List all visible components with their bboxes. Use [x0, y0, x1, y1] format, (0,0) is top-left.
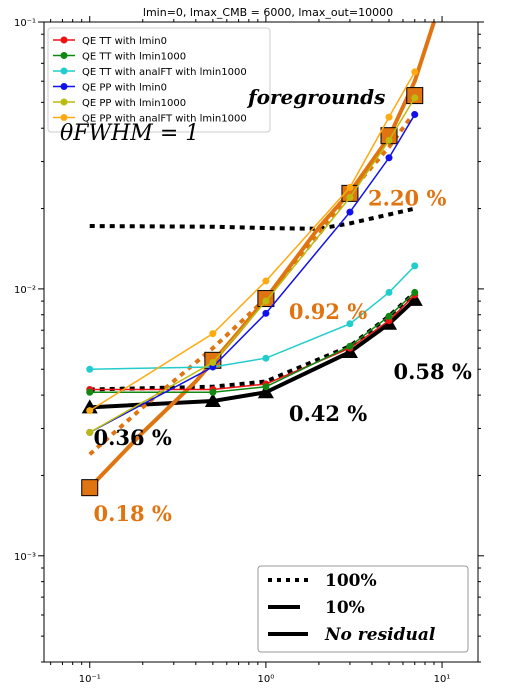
legend-label: QE PP with analFT with lmin1000: [82, 114, 247, 125]
series-point-1: [385, 312, 393, 320]
legend-label: QE PP with lmin1000: [82, 98, 186, 109]
series-point-4: [385, 136, 393, 144]
series-point-1: [209, 388, 217, 396]
legend-marker: [60, 83, 68, 90]
legend-marker: [60, 98, 68, 106]
triangle-marker: [406, 291, 423, 306]
legend-label: QE TT with lmin1000: [82, 52, 186, 63]
annotation-label: 0.42 %: [289, 401, 367, 426]
annotation-label: 0.36 %: [93, 425, 171, 450]
series-point-3: [262, 309, 270, 317]
triangle-marker: [257, 384, 274, 399]
y-tick-label: 10⁻¹: [14, 18, 36, 29]
legend-marker: [60, 67, 68, 75]
reference-line-2: [89, 206, 416, 231]
annotation-label: 0.92 %: [289, 299, 367, 324]
series-line-4: [89, 97, 416, 434]
series-point-3: [411, 111, 419, 119]
series-line-5: [89, 71, 416, 412]
series-point-1: [262, 383, 270, 391]
legend-upper: QE TT with lmin0 QE TT with lmin1000 QE TT…: [47, 27, 271, 133]
overlay-foregrounds: foregrounds: [246, 85, 385, 109]
legend-label: QE TT with analFT with lmin1000: [82, 67, 247, 78]
series-line-2: [89, 265, 416, 370]
series-point-4: [411, 94, 419, 102]
legend-label: QE TT with lmin0: [82, 36, 167, 47]
series-point-5: [411, 68, 419, 76]
series-point-5: [385, 113, 393, 121]
series-point-2: [385, 288, 393, 296]
legend-marker: [60, 114, 68, 121]
legend-upper-box: [47, 27, 271, 133]
plot-frame: [43, 21, 479, 663]
series-point-5: [262, 277, 270, 285]
series-point-2: [411, 262, 419, 270]
x-tick-label: 10¹: [434, 674, 451, 685]
series-point-2: [262, 354, 270, 362]
legend-marker: [60, 36, 68, 44]
overlay-theta: θFWHM = 1: [60, 121, 199, 146]
series-point-4: [86, 428, 94, 436]
series-line-3: [89, 114, 416, 434]
reference-line-4: [88, 22, 436, 490]
legend-lower-box: [257, 565, 469, 653]
legend-label: 10%: [325, 598, 365, 618]
reference-line-3: [88, 110, 417, 456]
series-point-5: [346, 183, 354, 191]
y-tick-label: 10⁻²: [14, 285, 36, 296]
annotation-label: 2.20 %: [368, 186, 446, 211]
series-point-4: [262, 297, 270, 305]
series-point-4: [346, 194, 354, 202]
reference-line-1: [89, 298, 417, 410]
legend-label: 100%: [325, 571, 377, 591]
series-point-1: [346, 342, 354, 350]
annotation-label: 0.58 %: [393, 359, 471, 384]
triangle-marker: [81, 399, 98, 414]
legend-lower: 100% 10% No residual: [257, 565, 469, 653]
y-tick-label: 10⁻³: [14, 552, 36, 563]
x-tick-label: 10⁻¹: [79, 674, 101, 685]
series-point-2: [86, 365, 94, 373]
series-point-1: [86, 388, 94, 396]
series-point-5: [86, 407, 94, 415]
square-marker: [81, 479, 99, 497]
annotation-label: 0.18 %: [93, 501, 171, 526]
x-tick-label: 10⁰: [258, 674, 275, 685]
legend-marker: [60, 52, 68, 59]
legend-label: QE PP with lmin0: [82, 83, 167, 94]
series-point-5: [209, 330, 217, 338]
series-point-1: [411, 288, 419, 296]
chart-title: lmin=0, lmax_CMB = 6000, lmax_out=10000: [143, 6, 393, 19]
series-point-4: [209, 358, 217, 366]
series-point-3: [346, 208, 354, 216]
triangle-marker: [204, 393, 221, 408]
series-point-3: [385, 154, 393, 162]
series-line-1: [89, 291, 416, 393]
series-point-2: [346, 320, 354, 328]
legend-label: No residual: [324, 625, 436, 645]
